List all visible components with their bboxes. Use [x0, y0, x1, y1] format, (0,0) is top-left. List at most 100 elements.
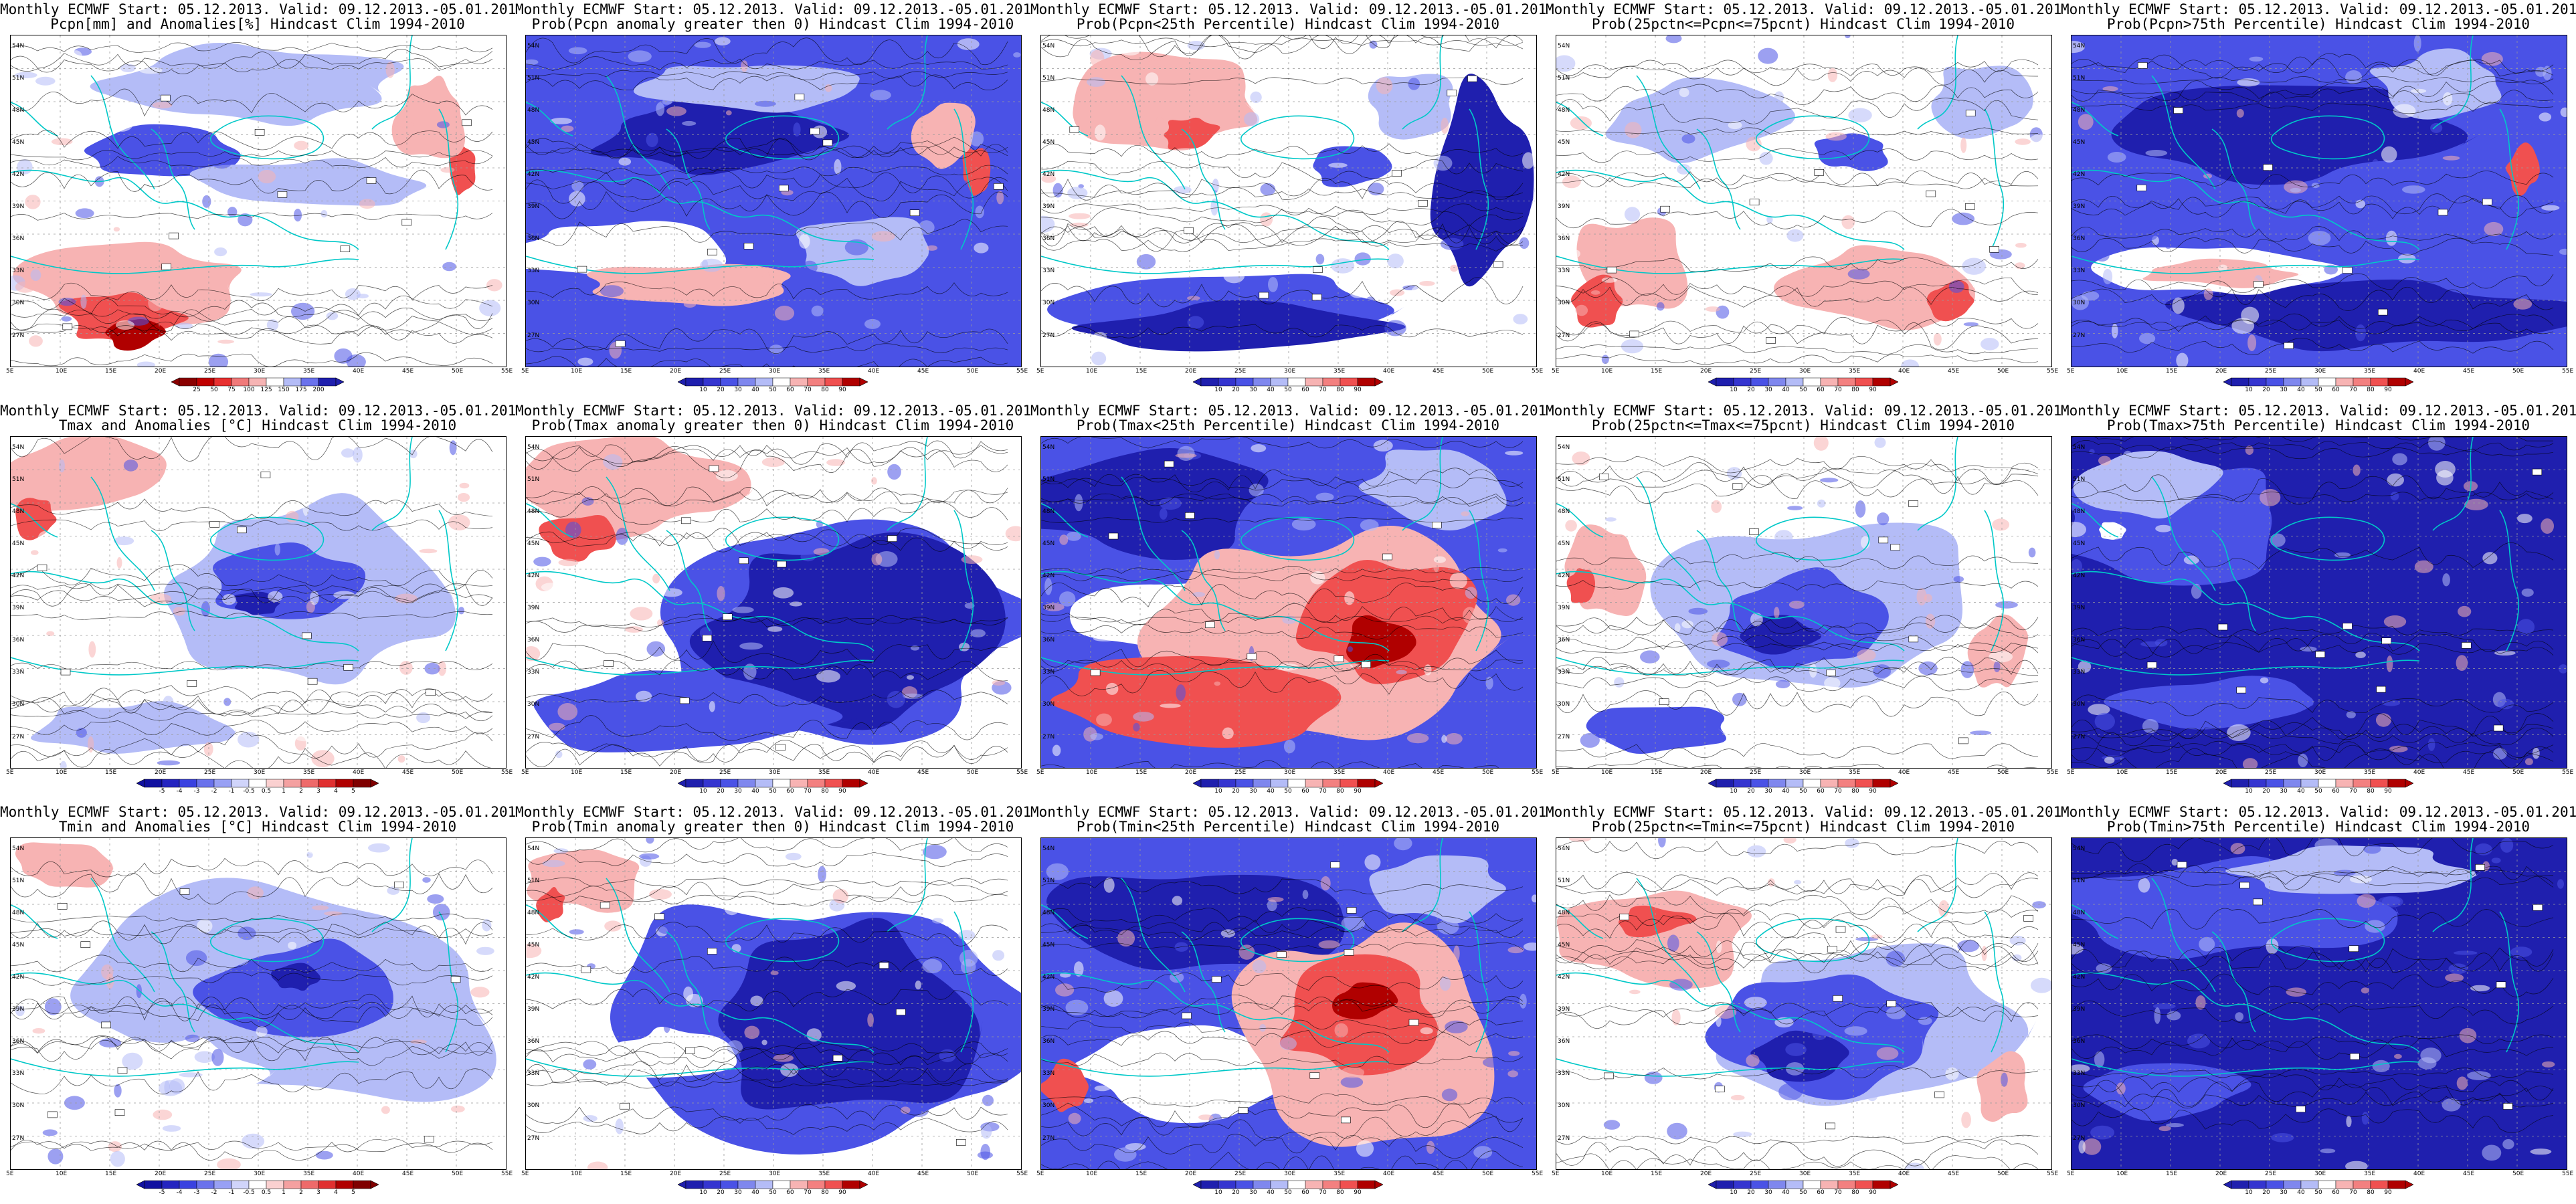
longitude-tick-label: 50E	[1997, 368, 2009, 375]
colorbar-segment	[1200, 377, 1219, 387]
colorbar-segment	[2387, 1180, 2406, 1189]
field-speckle	[1420, 1027, 1433, 1035]
contour-line	[11, 972, 493, 986]
field-speckle	[1041, 175, 1056, 183]
field-region	[84, 124, 242, 177]
latitude-tick-label: 48N	[527, 508, 540, 516]
longitude-tick-label: 5E	[1552, 368, 1560, 375]
colorbar-tick-label: 80	[1336, 1189, 1344, 1196]
panel-title-line2: Prob(Tmax>75th Percentile) Hindcast Clim…	[2106, 417, 2531, 433]
colorbar: 10 20 30 40 50 60 70 80 90	[1708, 778, 1899, 797]
field-speckle	[1716, 1015, 1722, 1027]
contour-label-box	[1766, 336, 1776, 344]
colorbar-tick-label: 80	[821, 387, 829, 393]
field-speckle	[656, 102, 665, 116]
longitude-tick-label: 35E	[818, 1171, 830, 1177]
map-plot-area	[525, 436, 1022, 769]
colorbar-segment	[179, 1180, 197, 1189]
field-speckle	[488, 984, 498, 999]
contour-label-box	[37, 565, 48, 571]
coastline	[1556, 571, 1905, 651]
colorbar: 10 20 30 40 50 60 70 80 90	[677, 778, 868, 797]
coastline	[1696, 128, 1741, 230]
latitude-tick-label: 39N	[527, 203, 540, 211]
colorbar-arrow-right	[2405, 779, 2414, 788]
contour-label-box	[1833, 995, 1843, 1002]
field-speckle	[2393, 104, 2416, 118]
contour-line	[2072, 1108, 2554, 1133]
colorbar-tick-label: 1	[282, 1189, 286, 1196]
contour-line	[11, 130, 493, 150]
field-speckle	[2494, 650, 2516, 656]
contour-line	[1041, 468, 1524, 493]
field-speckle	[2320, 1148, 2336, 1154]
colorbar-tick-label: 125	[260, 387, 272, 393]
field-speckle	[436, 121, 450, 128]
colorbar: 10 20 30 40 50 60 70 80 90	[1192, 778, 1384, 797]
field-speckle	[1507, 946, 1524, 954]
colorbar-segment	[144, 1180, 163, 1189]
field-speckle	[288, 941, 297, 950]
colorbar-segment	[1716, 377, 1734, 387]
coastline	[1121, 476, 1186, 591]
field-speckle	[2510, 946, 2533, 958]
field-speckle	[30, 269, 41, 282]
latitude-tick-label: 51N	[1558, 75, 1570, 82]
longitude-tick-label: 35E	[818, 368, 830, 375]
longitude-tick-label: 5E	[1036, 1171, 1044, 1177]
contour-label-box	[2437, 209, 2448, 216]
field-speckle	[2028, 547, 2036, 558]
field-speckle	[2142, 718, 2159, 734]
contour-line	[526, 444, 1008, 464]
contour-label-box	[1749, 199, 1760, 205]
contour-line	[1556, 344, 2039, 355]
contour-line	[1041, 1116, 1524, 1141]
colorbar-segment	[2335, 377, 2354, 387]
field-speckle	[1340, 1067, 1365, 1078]
field-speckle	[1059, 534, 1069, 545]
contour-label-box	[1827, 946, 1837, 952]
colorbar-arrow-right	[859, 377, 868, 387]
field-speckle	[1707, 660, 1730, 668]
contour-line	[1041, 187, 1524, 199]
coastline	[526, 1058, 875, 1077]
colorbar: 10 20 30 40 50 60 70 80 90	[1192, 377, 1384, 395]
contour-line	[2072, 171, 2554, 189]
field-speckle	[887, 464, 901, 480]
colorbar-tick-label: 20	[717, 1189, 725, 1196]
field-speckle	[806, 721, 819, 734]
field-speckle	[1688, 607, 1708, 615]
contour-label-box	[620, 1102, 630, 1110]
field-speckle	[785, 852, 802, 861]
field-speckle	[1291, 518, 1316, 531]
colorbar-segment	[161, 779, 180, 788]
contour-line	[2072, 638, 2554, 660]
contour-line	[11, 661, 493, 671]
contour-label-box	[1934, 1091, 1944, 1098]
contour-line	[2072, 54, 2554, 81]
coastline	[151, 530, 195, 631]
coastline	[1121, 75, 1186, 190]
longitude-tick-label: 15E	[1135, 368, 1147, 375]
colorbar-tick-label: 60	[2332, 1189, 2340, 1196]
field-speckle	[2240, 503, 2260, 517]
field-speckle	[2560, 107, 2567, 117]
contour-line	[526, 880, 1008, 902]
contour-line	[526, 878, 1008, 888]
colorbar-arrow-right	[1890, 1180, 1899, 1189]
longitude-tick-label: 30E	[2314, 368, 2326, 375]
field-speckle	[124, 609, 136, 615]
field-speckle	[1785, 1043, 1807, 1056]
field-speckle	[2247, 334, 2257, 351]
field-speckle	[2001, 1072, 2008, 1087]
field-speckle	[136, 361, 155, 367]
map-plot-area	[525, 837, 1022, 1170]
field-speckle	[393, 122, 414, 128]
field-speckle	[461, 1063, 485, 1070]
field-speckle	[652, 573, 660, 584]
latitude-tick-label: 42N	[12, 171, 25, 179]
field-speckle	[459, 482, 470, 489]
field-speckle	[1812, 1027, 1827, 1041]
coastline	[2499, 911, 2520, 1053]
coastline	[1181, 530, 1226, 631]
